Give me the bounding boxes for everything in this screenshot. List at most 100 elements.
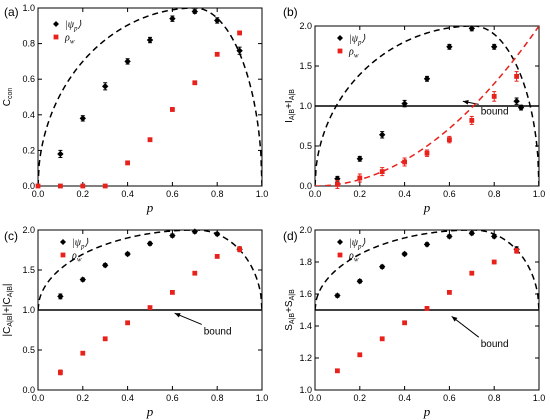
data-point xyxy=(356,155,363,162)
x-axis-label: p xyxy=(146,200,154,215)
legend-label: ρw xyxy=(348,251,359,264)
y-tick-label: 1.0 xyxy=(299,101,312,111)
data-point xyxy=(402,159,407,165)
legend: |ψp⟩ρw xyxy=(53,20,81,46)
data-point xyxy=(214,51,220,57)
y-tick-label: 1.0 xyxy=(22,3,35,13)
data-point xyxy=(517,104,525,111)
y-tick-label: 1.0 xyxy=(22,305,35,315)
legend-label: ρw xyxy=(64,33,75,46)
bound-label: bound xyxy=(204,326,232,337)
y-tick-label: 0.4 xyxy=(22,110,35,120)
y-axis-label: SA|B+SA|B xyxy=(284,289,296,331)
x-tick-label: 0.0 xyxy=(309,189,322,199)
data-point xyxy=(192,80,198,86)
data-point xyxy=(58,183,63,189)
panel-c: (c) 0.0 0.2 0.4 0.6 0.8 1.0 0.0 0.5 1.0 1.5 2.0 p |CA… xyxy=(2,225,268,419)
legend-label: |ψp⟩ xyxy=(65,20,81,33)
data-point xyxy=(469,118,475,123)
y-tick-label: 0.0 xyxy=(22,385,35,395)
data-point xyxy=(379,131,386,138)
data-point xyxy=(102,262,109,269)
legend-marker xyxy=(53,34,59,40)
y-tick-label: 2.0 xyxy=(299,225,312,235)
data-point xyxy=(335,368,340,374)
y-axis-label: IA|B+IA|B xyxy=(284,89,296,123)
data-point xyxy=(357,352,363,358)
x-tick-label: 0.2 xyxy=(77,189,90,199)
x-tick-label: 0.2 xyxy=(354,393,367,403)
data-point xyxy=(491,259,497,265)
legend: |ψp⟩ρw xyxy=(60,238,88,264)
y-tick-label: 1.2 xyxy=(299,353,312,363)
y-tick-label: 1.6 xyxy=(299,289,312,299)
legend: |ψp⟩ρw xyxy=(337,34,365,60)
y-tick-label: 1.5 xyxy=(22,265,35,275)
data-point xyxy=(57,293,64,300)
data-point xyxy=(146,36,154,44)
legend-label: |ψp⟩ xyxy=(349,238,365,251)
theory-curve-pure xyxy=(315,230,539,311)
y-tick-label: 1.4 xyxy=(299,321,312,331)
x-tick-label: 0.2 xyxy=(354,189,367,199)
panel-label: (c) xyxy=(4,229,18,243)
theory-curve-pure xyxy=(315,26,539,186)
y-tick-label: 2.0 xyxy=(299,21,312,31)
theory-curve-pure xyxy=(38,230,262,311)
x-tick-label: 0.0 xyxy=(309,393,322,403)
bound-arrow-head xyxy=(451,316,458,322)
y-tick-label: 1.0 xyxy=(299,385,312,395)
data-point xyxy=(124,250,131,258)
bound-arrow-head xyxy=(462,99,469,105)
x-tick-label: 0.8 xyxy=(211,393,224,403)
data-point xyxy=(79,276,86,283)
data-point xyxy=(236,47,243,54)
x-tick-label: 0.6 xyxy=(443,189,456,199)
data-point xyxy=(469,270,475,276)
y-tick-label: 0.2 xyxy=(22,145,35,155)
bound-label: bound xyxy=(481,106,509,117)
legend-label: |ψp⟩ xyxy=(72,238,88,251)
y-tick-label: 2.0 xyxy=(22,225,35,235)
panel-a: (a) 0.0 0.2 0.4 0.6 0.8 1.0 0.0 0.2 0.4 0.6 0.8 1.0 p… xyxy=(2,3,268,215)
x-tick-label: 0.4 xyxy=(398,393,411,403)
legend-marker xyxy=(53,21,59,27)
x-tick-label: 0.4 xyxy=(121,189,134,199)
legend-label: |ψp⟩ xyxy=(349,34,365,47)
x-tick-label: 1.0 xyxy=(256,393,269,403)
y-tick-label: 1.8 xyxy=(299,257,312,267)
x-tick-label: 0.6 xyxy=(443,393,456,403)
data-point xyxy=(334,292,341,299)
data-point xyxy=(214,17,221,24)
data-point xyxy=(447,137,452,142)
data-point xyxy=(125,320,130,326)
y-axis-label: |CA|B|+|CA|B| xyxy=(2,283,14,336)
data-point xyxy=(335,182,340,187)
series-pure-state xyxy=(57,8,243,159)
legend: |ψp⟩ρw xyxy=(337,238,365,264)
legend-marker xyxy=(60,239,66,245)
y-tick-label: 0.0 xyxy=(22,181,35,191)
data-point xyxy=(169,15,176,22)
data-point xyxy=(147,305,153,310)
bound-arrow xyxy=(451,316,480,338)
x-tick-label: 0.4 xyxy=(398,189,411,199)
data-point xyxy=(356,278,363,285)
data-point xyxy=(191,228,198,235)
data-point xyxy=(468,25,475,32)
panel-label: (b) xyxy=(283,5,298,19)
bound-arrow-head xyxy=(174,313,181,318)
data-point xyxy=(80,183,86,189)
legend-marker xyxy=(337,252,343,258)
x-tick-label: 0.4 xyxy=(121,393,134,403)
data-point xyxy=(491,233,498,240)
x-tick-label: 0.6 xyxy=(166,189,179,199)
data-point xyxy=(125,160,130,166)
legend-marker xyxy=(337,35,343,41)
theory-curve-pure xyxy=(38,8,262,186)
data-point xyxy=(102,183,108,189)
data-point xyxy=(102,83,109,90)
data-point xyxy=(446,43,453,50)
data-point xyxy=(424,306,430,311)
data-point xyxy=(379,263,386,270)
